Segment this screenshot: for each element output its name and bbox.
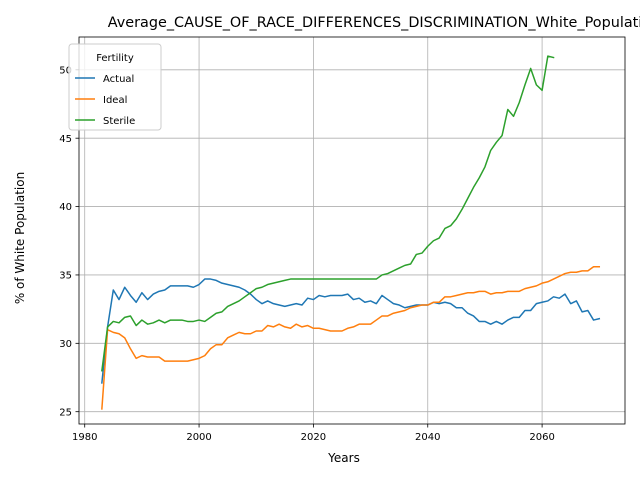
x-tick-label: 2060 — [529, 432, 554, 443]
x-tick-label: 1980 — [72, 432, 97, 443]
chart-title: Average_CAUSE_OF_RACE_DIFFERENCES_DISCRI… — [108, 15, 640, 31]
x-tick-label: 2000 — [186, 432, 211, 443]
y-tick-label: 25 — [59, 407, 72, 418]
legend-title: Fertility — [96, 53, 134, 64]
axes: 1980 2000 2020 2040 2060 25 30 35 40 45 50 — [59, 36, 626, 443]
legend: Fertility Actual Ideal Sterile — [68, 43, 162, 131]
y-tick-label: 30 — [59, 339, 72, 350]
x-tick-label: 2040 — [415, 432, 440, 443]
x-tick-label: 2020 — [301, 432, 326, 443]
legend-box — [68, 43, 162, 131]
series-line-actual — [101, 278, 601, 384]
y-tick-label: 50 — [59, 65, 72, 76]
series-line-sterile — [101, 55, 555, 372]
y-tick-label: 45 — [59, 134, 72, 145]
x-axis-label: Years — [327, 451, 360, 465]
y-tick-label: 40 — [59, 202, 72, 213]
legend-label-actual: Actual — [103, 74, 134, 85]
plot-frame — [78, 36, 626, 425]
y-tick-label: 35 — [59, 271, 72, 282]
legend-label-sterile: Sterile — [103, 116, 135, 127]
series-line-ideal — [101, 265, 601, 410]
series-lines — [101, 55, 601, 410]
legend-label-ideal: Ideal — [103, 95, 127, 106]
y-axis-label: % of White Population — [13, 172, 27, 304]
grid — [79, 37, 625, 424]
